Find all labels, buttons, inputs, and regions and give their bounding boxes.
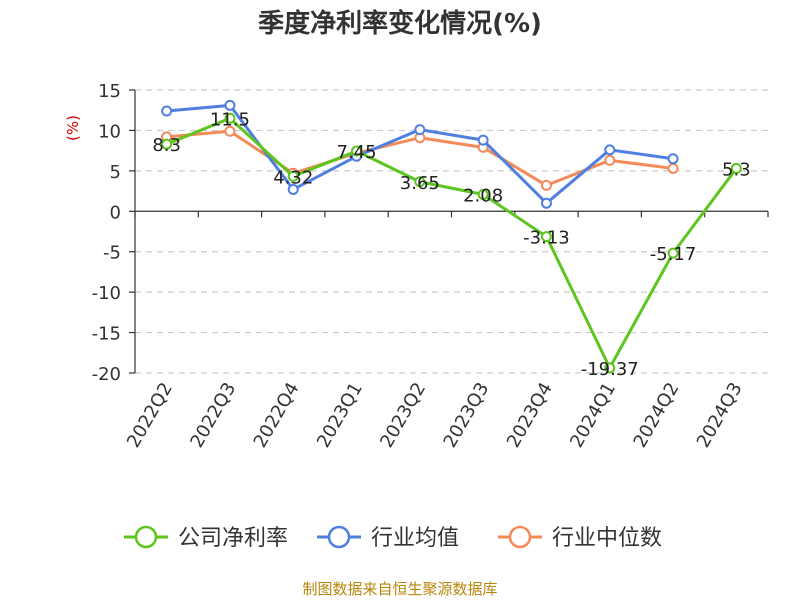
data-point[interactable] (414, 176, 426, 188)
legend-label: 行业均值 (371, 526, 459, 551)
data-point[interactable] (414, 124, 426, 136)
data-point[interactable] (287, 170, 299, 182)
x-tick-label: 2024Q2 (629, 379, 683, 451)
y-tick-label: -10 (92, 283, 121, 304)
data-point[interactable] (604, 362, 616, 374)
legend-marker (134, 525, 158, 549)
x-tick-label: 2022Q2 (123, 379, 177, 451)
legend-item-0[interactable]: 公司净利率 (124, 525, 288, 551)
legend-item-2[interactable]: 行业中位数 (498, 525, 662, 551)
x-tick-label: 2023Q2 (376, 379, 430, 451)
chart-title: 季度净利率变化情况(%) (258, 8, 542, 39)
data-label: 7.45 (337, 142, 377, 163)
data-point[interactable] (540, 197, 552, 209)
x-tick-label: 2022Q3 (186, 379, 240, 451)
y-tick-label: 0 (110, 202, 121, 223)
x-tick-label: 2024Q3 (693, 379, 747, 451)
series-layer (161, 99, 742, 374)
data-point[interactable] (667, 162, 679, 174)
data-point[interactable] (224, 112, 236, 124)
x-tick-label: 2023Q1 (313, 379, 367, 451)
legend-marker (327, 525, 351, 549)
data-point[interactable] (540, 231, 552, 243)
data-labels: 8.3 11.5 4.32 7.45 3.65 2.08 -3.13 -19.37 -5.17 5… (152, 109, 750, 380)
data-label: 8.3 (152, 135, 181, 156)
legend[interactable]: 公司净利率 行业均值 行业中位数 (124, 525, 662, 551)
data-point[interactable] (604, 154, 616, 166)
data-label: 11.5 (210, 109, 250, 130)
data-label: -3.13 (523, 228, 570, 249)
data-point[interactable] (224, 125, 236, 137)
y-axis-unit: (%) (64, 115, 82, 141)
source-note: 制图数据来自恒生聚源数据库 (302, 580, 497, 598)
legend-marker (508, 525, 532, 549)
y-tick-label: -20 (92, 364, 121, 385)
y-tick-label: 10 (98, 121, 121, 142)
data-label: -19.37 (581, 359, 639, 380)
legend-label: 行业中位数 (552, 526, 662, 551)
legend-item-1[interactable]: 行业均值 (317, 525, 459, 551)
data-point[interactable] (667, 247, 679, 259)
data-point[interactable] (477, 134, 489, 146)
y-tick-label: -15 (92, 324, 121, 345)
data-point[interactable] (730, 162, 742, 174)
data-label: 5.3 (722, 159, 751, 180)
data-point[interactable] (161, 138, 173, 150)
data-label: 4.32 (273, 167, 313, 188)
y-tick-label: 15 (98, 81, 121, 102)
y-tick-label: 5 (110, 162, 121, 183)
x-tick-label: 2023Q3 (440, 379, 494, 451)
data-point[interactable] (224, 99, 236, 111)
legend-label: 公司净利率 (178, 526, 288, 551)
x-tick-label: 2022Q4 (250, 379, 304, 451)
series-line-0 (166, 116, 738, 370)
data-label: -5.17 (650, 244, 697, 265)
data-point[interactable] (351, 145, 363, 157)
data-point[interactable] (161, 105, 173, 117)
x-tick-label: 2023Q4 (503, 379, 557, 451)
y-tick-label: -5 (103, 243, 121, 264)
data-point[interactable] (667, 153, 679, 165)
x-tick-label: 2024Q1 (566, 379, 620, 451)
data-point[interactable] (477, 188, 489, 200)
data-point[interactable] (604, 144, 616, 156)
data-label: 2.08 (463, 185, 503, 206)
data-label: 3.65 (400, 173, 440, 194)
data-point[interactable] (540, 179, 552, 191)
data-point[interactable] (287, 183, 299, 195)
